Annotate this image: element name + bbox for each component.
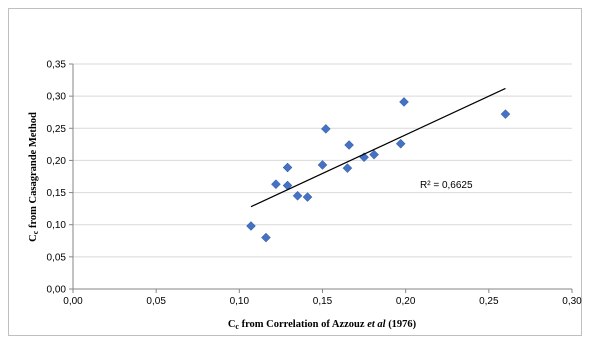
y-tick-label-1: 0,05 bbox=[47, 252, 67, 263]
y-axis-title-subscript: c bbox=[31, 230, 40, 234]
y-tick-label-5: 0,25 bbox=[47, 124, 67, 135]
data-point bbox=[292, 190, 303, 201]
trendline-group bbox=[250, 87, 506, 208]
x-axis-title-italic: et al bbox=[367, 319, 385, 330]
x-tick-label-2: 0,10 bbox=[230, 296, 250, 307]
x-axis-title: Cc from Correlation of Azzouz et al (197… bbox=[228, 319, 417, 331]
x-tick-label-0: 0,00 bbox=[63, 296, 83, 307]
data-point bbox=[342, 163, 353, 173]
data-point bbox=[320, 124, 331, 134]
x-tick-label-5: 0,25 bbox=[479, 296, 499, 307]
chart-frame bbox=[8, 8, 582, 336]
x-tick-label-4: 0,20 bbox=[396, 296, 416, 307]
x-tick-label-1: 0,05 bbox=[146, 296, 166, 307]
r-squared-label: R² = 0,6625 bbox=[420, 180, 473, 191]
data-point bbox=[261, 232, 271, 243]
data-point bbox=[317, 160, 328, 170]
x-axis-title-symbol: C bbox=[228, 319, 236, 330]
data-point bbox=[500, 109, 511, 119]
x-axis-title-prefix: from Correlation of Azzouz bbox=[239, 319, 367, 330]
data-point bbox=[395, 138, 406, 149]
y-tick-label-6: 0,30 bbox=[47, 92, 67, 103]
data-point bbox=[302, 192, 313, 202]
y-tick-label-7: 0,35 bbox=[47, 60, 67, 71]
data-point bbox=[344, 140, 354, 150]
y-axis-title: Cc from Casagrande Method bbox=[28, 112, 40, 242]
data-point bbox=[271, 179, 281, 190]
x-axis-title-subscript: c bbox=[235, 322, 239, 331]
x-tick-label-6: 0,30 bbox=[562, 296, 582, 307]
data-point bbox=[282, 162, 293, 173]
gridlines bbox=[73, 63, 572, 290]
data-points bbox=[246, 97, 511, 243]
y-tick-label-4: 0,20 bbox=[47, 156, 67, 167]
y-tick-label-3: 0,15 bbox=[47, 188, 67, 199]
y-axis-title-rest: from Casagrande Method bbox=[28, 112, 39, 231]
y-tick-label-2: 0,10 bbox=[47, 220, 67, 231]
data-point bbox=[246, 221, 256, 231]
x-axis-title-suffix: (1976) bbox=[386, 319, 417, 330]
trendline bbox=[250, 87, 506, 208]
y-axis-title-symbol: C bbox=[28, 234, 39, 242]
x-tick-labels: 0,00 0,05 0,10 0,15 0,20 0,25 0,30 bbox=[63, 296, 582, 307]
y-tick-label-0: 0,00 bbox=[47, 285, 67, 296]
x-tick-label-3: 0,15 bbox=[313, 296, 333, 307]
data-point bbox=[369, 149, 379, 160]
data-point bbox=[399, 97, 409, 107]
y-tick-labels: 0,00 0,05 0,10 0,15 0,20 0,25 0,30 0,35 bbox=[47, 60, 67, 296]
axes bbox=[69, 63, 573, 293]
